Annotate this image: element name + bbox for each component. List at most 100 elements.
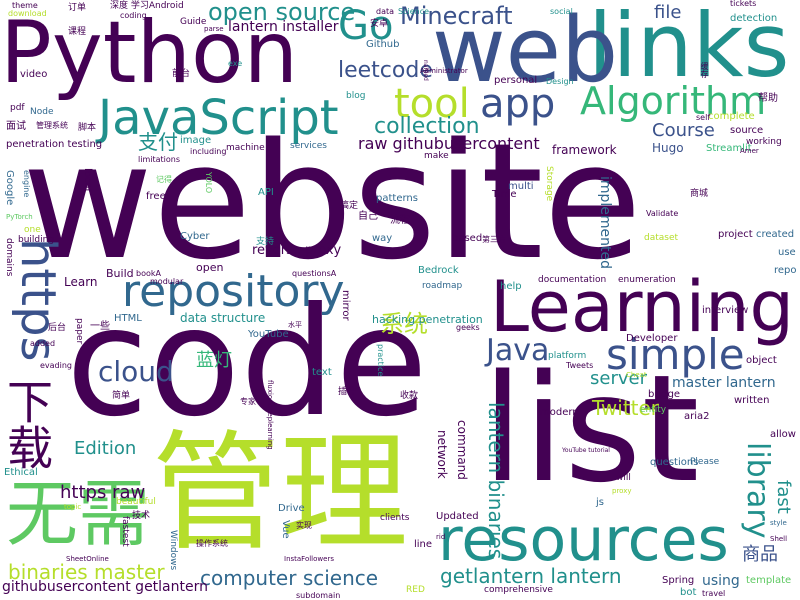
word-app: app	[480, 81, 556, 127]
word-learn: Learn	[64, 275, 98, 289]
word-clients: clients	[380, 513, 410, 523]
word-text: text	[312, 367, 332, 378]
word-data: data	[376, 7, 395, 16]
word-node: Node	[30, 107, 54, 117]
word-learning: Learning	[490, 266, 794, 348]
word-zhifu: 支付	[138, 130, 178, 154]
word-design: Design	[546, 77, 574, 86]
word-youtube-tutorial: YouTube tutorial	[562, 447, 610, 454]
word-validate: Validate	[646, 209, 679, 218]
word-lantern-installer: lantern installer	[228, 19, 339, 35]
word-rid: rid	[436, 533, 446, 541]
word-shendu-xuexi-android: 深度 学习Android	[110, 1, 184, 11]
word-getlantern-lantern: getlantern lantern	[440, 564, 622, 588]
word-links: links	[588, 0, 790, 97]
word-lantern-binaries: lantern binaries	[484, 402, 508, 560]
word-twitter: Twitter	[592, 396, 660, 420]
word-course: Course	[652, 120, 715, 141]
word-data-structure: data structure	[180, 311, 266, 325]
word-comprehensive: comprehensive	[484, 585, 553, 595]
word-questionsa: questionsA	[292, 269, 337, 278]
word-based: based	[452, 233, 483, 244]
word-enumeration: enumeration	[618, 275, 676, 285]
word-limitations: limitations	[138, 155, 180, 164]
word-jiandan: 简单	[112, 391, 131, 401]
word-entity: entity	[640, 405, 667, 415]
word-build: Build	[106, 267, 134, 280]
word-bridge: bridge	[648, 389, 681, 400]
word-line: line	[414, 539, 433, 550]
word-guanli: 管理	[152, 419, 409, 568]
word-edition: Edition	[74, 438, 137, 459]
word-liucheng: 流程	[390, 215, 410, 226]
word-fastest: fastest	[120, 516, 130, 547]
word-pytorch: PyTorch	[6, 213, 33, 221]
word-leetcode: leetcode	[338, 58, 433, 83]
word-social: social	[550, 7, 573, 16]
word-complete: complete	[708, 111, 755, 122]
word-shell: Shell	[770, 535, 788, 543]
word-multi: multi	[508, 181, 534, 192]
word-gaoding: 搞定	[340, 201, 359, 211]
word-command: command	[455, 420, 469, 480]
word-hugo: Hugo	[652, 141, 684, 155]
word-way: way	[372, 233, 393, 244]
word-hacking-penetration: hacking penetration	[372, 313, 483, 326]
word-free: free	[146, 191, 166, 202]
word-personal: personal	[494, 75, 538, 86]
word-file: file	[654, 2, 682, 23]
word-services: services	[290, 141, 327, 151]
word-repo: repo	[774, 265, 797, 276]
word-bot: bot	[680, 587, 697, 598]
word-guanli-xitong: 管理系统	[36, 121, 68, 130]
word-paper: paper	[74, 318, 84, 345]
word-zhichi: 支持	[256, 237, 275, 247]
word-web: web	[432, 0, 619, 103]
word-reverse-proxy: reverse proxy	[252, 243, 342, 258]
word-zhuanjia: 专家	[240, 397, 256, 406]
word-server: server	[590, 368, 647, 389]
word-network: network	[435, 430, 449, 479]
word-shoukuan: 收款	[400, 391, 419, 401]
word-python: Python	[0, 3, 299, 103]
word-storage: Storage	[544, 166, 554, 202]
word-updated: Updated	[436, 511, 479, 522]
word-xitong: 系统	[380, 310, 428, 338]
word-binaries-master: binaries master	[8, 560, 165, 584]
word-implemented: implemented	[597, 176, 613, 270]
word-code: code	[66, 276, 428, 450]
word-javascript: JavaScript	[98, 90, 339, 146]
word-source: source	[730, 125, 764, 136]
word-administrator: Administrator	[420, 67, 468, 75]
word-chajian: 插件	[338, 387, 357, 397]
word-proxy: proxy	[612, 487, 632, 495]
word-tool: tool	[394, 81, 470, 127]
word-created: created	[756, 229, 795, 240]
word-make: make	[424, 151, 449, 161]
word-jiaoben: 脚本	[78, 123, 97, 133]
word-huancun: 缓存	[700, 62, 709, 78]
word-developer: Developer	[626, 333, 678, 344]
word-project: project	[718, 229, 753, 240]
word-windows: Windows	[168, 530, 178, 571]
word-written: written	[734, 395, 770, 406]
word-open-source: open source	[208, 0, 356, 26]
word-google: Google	[4, 170, 15, 206]
word-science: Science	[398, 7, 430, 16]
word-bangzhu: 帮助	[758, 93, 778, 104]
word-object: object	[746, 355, 777, 366]
word-api: API	[258, 187, 274, 198]
word-style: style	[770, 519, 787, 527]
word-parse: parse	[204, 25, 224, 33]
word-ethical: Ethical	[4, 467, 38, 478]
word-collection: collection	[374, 114, 480, 139]
word-fluxiondeeplearning: fluxiondeeplearning	[266, 380, 274, 450]
word-qiantai: 前台	[172, 69, 191, 79]
word-evading: evading	[40, 361, 73, 370]
word-streamlit: Streamlit	[706, 143, 752, 154]
word-use: use	[778, 247, 796, 258]
word-website: website	[22, 108, 642, 295]
word-building: building	[18, 235, 55, 245]
word-dingdan: 订单	[68, 3, 87, 13]
